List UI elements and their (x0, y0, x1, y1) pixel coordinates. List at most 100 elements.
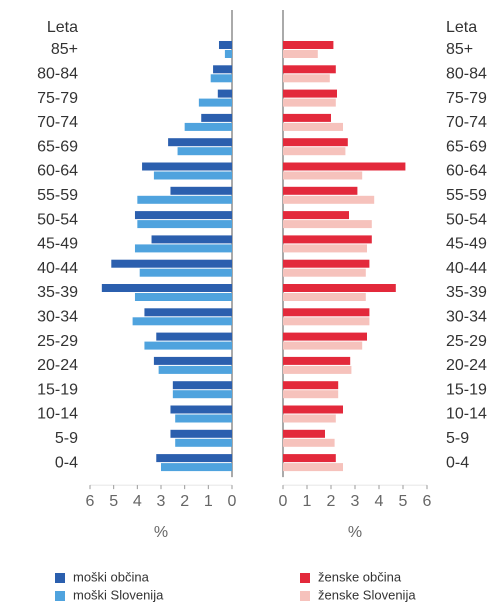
x-tick-label: 0 (228, 493, 237, 510)
bar (283, 365, 352, 374)
bar (142, 162, 232, 171)
category-label: 0-4 (446, 454, 469, 471)
bar (158, 365, 232, 374)
category-label: 30-34 (37, 309, 78, 326)
category-label: 10-14 (446, 406, 487, 423)
category-label: 80-84 (37, 66, 78, 83)
legend-label: moški Slovenija (73, 587, 164, 602)
bar (151, 235, 232, 244)
x-axis-label: % (154, 524, 168, 541)
bar (283, 438, 335, 447)
bar (283, 429, 325, 438)
category-label: 45-49 (446, 236, 487, 253)
category-label: 50-54 (446, 211, 487, 228)
bar (139, 268, 232, 277)
bar (283, 147, 346, 156)
bar (283, 308, 370, 317)
legend-swatch (300, 573, 310, 583)
category-label: 25-29 (37, 333, 78, 350)
category-label: 0-4 (55, 454, 78, 471)
x-tick-label: 6 (86, 493, 95, 510)
x-axis-label: % (348, 524, 362, 541)
bar (134, 244, 232, 253)
bar (218, 41, 232, 49)
bar (217, 89, 232, 98)
bar (156, 454, 232, 463)
bar (177, 147, 232, 156)
category-label: 75-79 (37, 90, 78, 107)
bar (283, 381, 339, 390)
y-axis-label: Leta (47, 19, 78, 36)
legend-swatch (55, 591, 65, 601)
category-label: 40-44 (37, 260, 78, 277)
bar (156, 332, 232, 341)
bar (283, 98, 336, 107)
category-label: 15-19 (446, 381, 487, 398)
bar (198, 98, 232, 107)
bar (153, 356, 232, 365)
bar (283, 65, 336, 74)
legend-label: ženske Slovenija (318, 587, 416, 602)
category-label: 85+ (51, 41, 78, 58)
bar (137, 220, 232, 229)
bar (144, 308, 232, 317)
x-tick-label: 0 (279, 493, 288, 510)
category-label: 15-19 (37, 381, 78, 398)
bar (283, 268, 366, 277)
bar (283, 454, 336, 463)
category-label: 85+ (446, 41, 473, 58)
x-tick-label: 5 (109, 493, 118, 510)
x-tick-label: 1 (204, 493, 213, 510)
bar (283, 220, 372, 229)
bar (153, 171, 232, 180)
bar (283, 235, 372, 244)
category-label: 50-54 (37, 211, 78, 228)
category-label: 65-69 (446, 138, 487, 155)
x-tick-label: 2 (327, 493, 336, 510)
category-label: 35-39 (37, 284, 78, 301)
bar (283, 244, 367, 253)
bar (134, 211, 232, 220)
category-label: 5-9 (446, 430, 469, 447)
y-axis-label: Leta (446, 19, 477, 36)
bar (184, 122, 232, 131)
x-tick-label: 1 (303, 493, 312, 510)
bar (172, 390, 232, 399)
x-tick-label: 4 (133, 493, 142, 510)
bar (283, 341, 363, 350)
category-label: 40-44 (446, 260, 487, 277)
bar (283, 89, 337, 98)
category-label: 45-49 (37, 236, 78, 253)
x-tick-label: 2 (180, 493, 189, 510)
bar (283, 162, 406, 171)
bar (170, 405, 232, 414)
bar (213, 65, 232, 74)
legend-label: moški občina (73, 569, 150, 584)
category-label: 20-24 (446, 357, 487, 374)
legend-swatch (300, 591, 310, 601)
x-tick-label: 5 (399, 493, 408, 510)
bar (137, 195, 232, 204)
legend-label: ženske občina (318, 569, 402, 584)
bar (283, 211, 349, 220)
x-tick-label: 6 (423, 493, 432, 510)
bar (283, 186, 358, 195)
bar (283, 463, 343, 472)
category-label: 60-64 (37, 163, 78, 180)
bar (170, 429, 232, 438)
bar (283, 390, 339, 399)
bar (170, 186, 232, 195)
bar (283, 332, 367, 341)
bar (175, 438, 232, 447)
category-label: 65-69 (37, 138, 78, 155)
category-label: 70-74 (446, 114, 487, 131)
bar (283, 414, 336, 423)
bar (283, 317, 370, 326)
category-label: 35-39 (446, 284, 487, 301)
bar (283, 356, 351, 365)
bar (101, 284, 232, 292)
bar (283, 405, 343, 414)
bar (283, 284, 396, 292)
bar (210, 74, 232, 83)
